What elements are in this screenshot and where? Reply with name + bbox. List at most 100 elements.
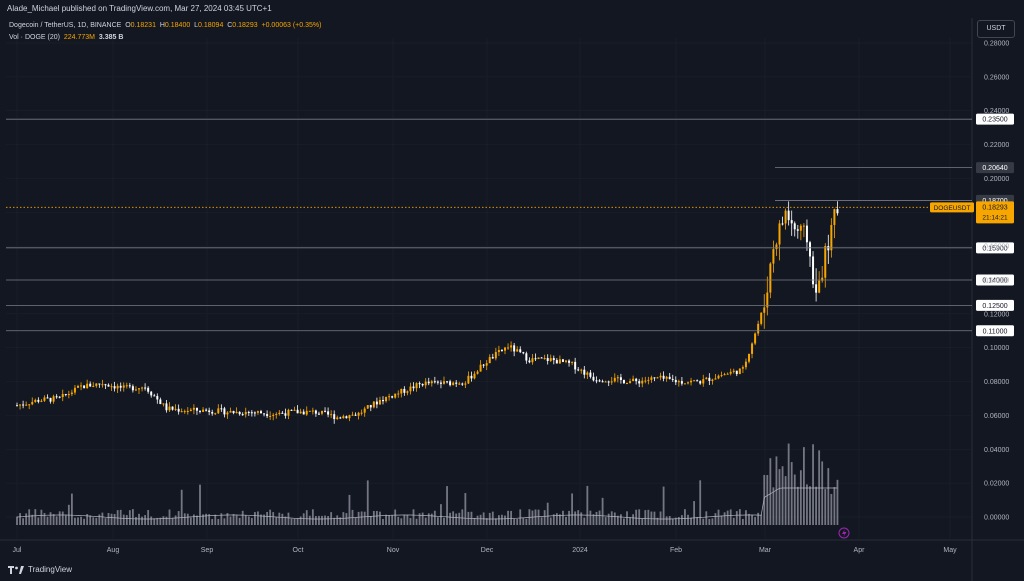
volume-bar <box>757 512 760 525</box>
candle-body <box>604 381 607 383</box>
candle-body <box>687 382 689 384</box>
volume-bar <box>458 512 461 525</box>
candle-body <box>192 407 195 410</box>
volume-bar <box>525 518 528 525</box>
candle-body <box>235 411 238 414</box>
volume-bar <box>116 510 119 525</box>
candle-body <box>784 210 787 224</box>
volume-bar <box>494 518 497 525</box>
volume-bar <box>836 479 839 525</box>
volume-bar <box>613 512 616 525</box>
candle-body <box>183 411 186 413</box>
candle-body <box>263 413 266 415</box>
candle-body <box>479 364 482 372</box>
volume-bar <box>412 509 415 525</box>
candle-body <box>708 377 711 381</box>
volume-bar <box>812 444 814 525</box>
volume-bar <box>784 476 787 525</box>
candle-body <box>607 381 610 383</box>
candle-body <box>397 393 400 395</box>
candle-body <box>247 411 250 413</box>
candle-body <box>748 353 750 362</box>
time-axis[interactable]: Jul Aug Sep Oct Nov Dec 2024 Feb Mar Apr May <box>13 547 958 554</box>
candle-body <box>458 383 461 385</box>
volume-bar <box>714 513 717 525</box>
candle-body <box>558 359 561 364</box>
volume-bar <box>647 509 650 525</box>
tradingview-brand[interactable]: TradingView <box>8 565 72 574</box>
candle-body <box>165 403 168 411</box>
candle-body <box>382 399 384 402</box>
volume-bar <box>199 484 201 525</box>
volume-bar <box>324 515 326 525</box>
candle-body <box>92 385 95 387</box>
volume-bar <box>754 517 756 525</box>
candle-body <box>638 381 641 384</box>
volume-bar <box>37 517 40 525</box>
volume-bar <box>632 514 634 525</box>
candle-body <box>656 377 659 379</box>
y-tick-label: 0.06000 <box>984 413 1009 420</box>
candle-body <box>537 357 540 360</box>
candle-body <box>406 391 409 393</box>
volume-bar <box>336 515 339 525</box>
volume-bar <box>128 510 131 525</box>
candle-body <box>220 408 223 410</box>
lightning-icon[interactable] <box>838 527 850 539</box>
symbol-tag-text: DOGEUSDT <box>934 205 971 212</box>
volume-bar <box>202 514 204 525</box>
volume-bar <box>385 514 387 525</box>
candle-body <box>308 410 311 412</box>
y-tick-label: 0.04000 <box>984 447 1009 454</box>
volume-bar <box>40 509 43 525</box>
candle-body <box>189 409 192 412</box>
level-value: 0.14000 <box>982 278 1007 285</box>
candle-body <box>473 373 476 379</box>
candle-body <box>342 416 345 419</box>
candle-body <box>241 414 244 416</box>
volume-bar <box>537 509 540 525</box>
candle-body <box>83 385 86 389</box>
y-tick-label: 0.12000 <box>984 311 1009 318</box>
candle-body <box>552 358 555 361</box>
candle-body <box>412 386 415 389</box>
pair-label[interactable]: Dogecoin / TetherUS, 1D, BINANCE <box>9 22 122 29</box>
volume-label[interactable]: Vol · DOGE (20) <box>9 34 60 41</box>
candle-body <box>659 375 662 378</box>
candle-body <box>269 415 272 417</box>
candle-body <box>287 409 290 416</box>
candle-body <box>58 396 61 398</box>
chart-grid <box>0 18 1024 581</box>
candle-body <box>70 392 73 395</box>
volume-bar <box>562 510 564 525</box>
currency-button[interactable]: USDT <box>977 20 1015 38</box>
candle-body <box>464 383 467 385</box>
x-tick-label: May <box>943 547 957 554</box>
volume-bar <box>58 511 61 525</box>
candle-body <box>278 412 281 415</box>
volume-bar <box>284 516 287 525</box>
candle-body <box>55 396 58 398</box>
volume-bar <box>110 513 113 525</box>
volume-ma-value: 3.385 B <box>98 34 124 41</box>
volume-bar <box>211 518 214 525</box>
candle-body <box>467 375 470 384</box>
volume-bar <box>119 509 122 525</box>
candle-body <box>290 409 293 411</box>
candle-body <box>238 411 241 415</box>
candle-body <box>369 405 372 408</box>
volume-bar <box>424 517 427 525</box>
volume-bar <box>281 513 284 525</box>
x-tick-label: Sep <box>201 547 214 554</box>
candle-body <box>476 371 479 374</box>
candle-body <box>543 358 546 360</box>
candle-body <box>522 352 525 354</box>
volume-bar <box>821 461 824 525</box>
level-value: 0.15900 <box>982 245 1007 252</box>
candle-body <box>424 381 427 386</box>
candle-body <box>769 263 772 293</box>
price-axis[interactable]: 0.280000.260000.240000.220000.200000.180… <box>984 41 1009 522</box>
volume-bar <box>674 517 677 525</box>
volume-bar <box>437 517 439 525</box>
